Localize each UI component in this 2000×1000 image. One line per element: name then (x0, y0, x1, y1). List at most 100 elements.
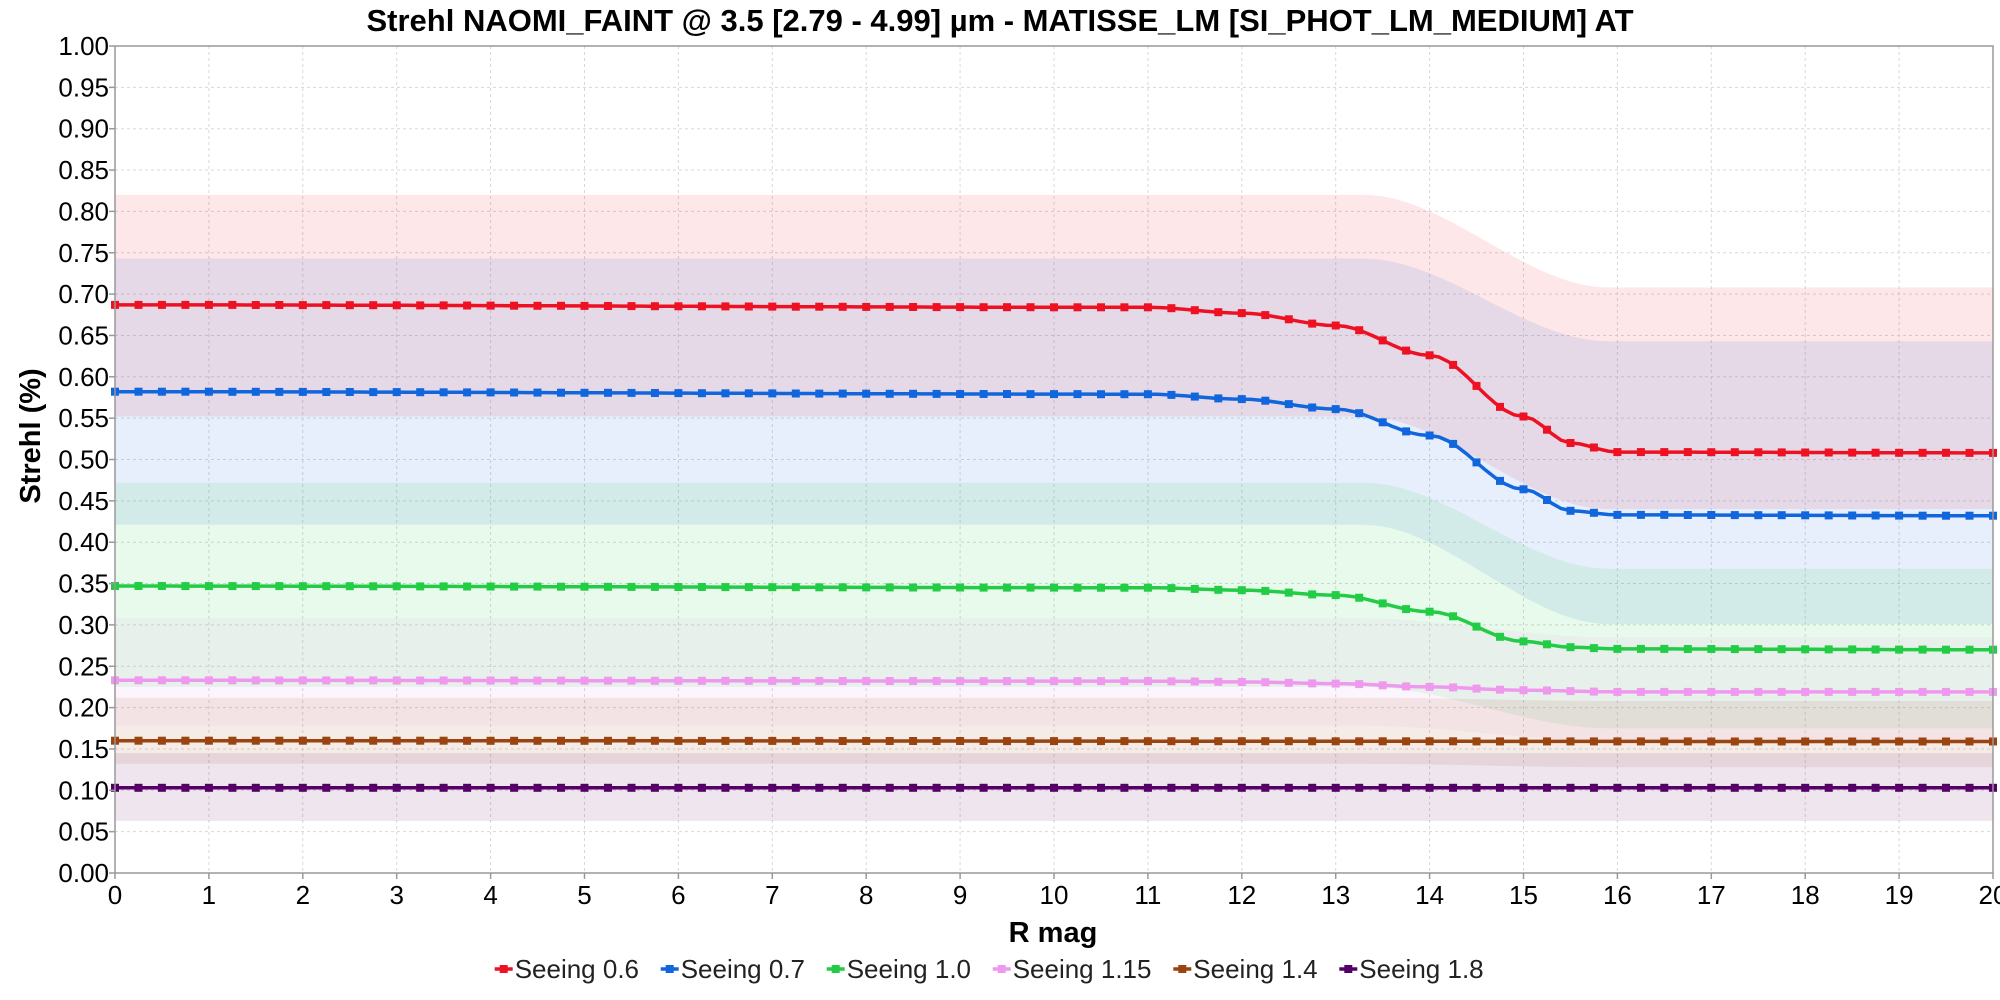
data-point (1496, 737, 1504, 746)
data-point (1871, 783, 1880, 792)
data-point (1636, 644, 1645, 653)
data-point (557, 388, 565, 397)
data-point (157, 676, 166, 685)
data-point (1050, 783, 1058, 792)
data-point (1801, 448, 1810, 457)
x-tick-label: 19 (1885, 880, 1914, 910)
data-point (1895, 511, 1904, 520)
data-point (1472, 622, 1481, 631)
data-point (1730, 511, 1739, 520)
data-point (1097, 303, 1105, 312)
data-point (1754, 645, 1763, 654)
data-point (1003, 583, 1011, 592)
data-point (1754, 448, 1763, 457)
data-point (157, 300, 166, 309)
data-point (1425, 431, 1434, 440)
data-point (510, 676, 519, 685)
x-tick-label: 6 (671, 880, 685, 910)
data-point (134, 783, 143, 792)
data-point (979, 303, 988, 312)
data-point (932, 583, 941, 592)
data-point (416, 388, 425, 397)
data-point (650, 389, 659, 397)
data-point (298, 582, 307, 591)
data-point (275, 736, 284, 745)
data-point (181, 736, 190, 745)
data-point (768, 783, 777, 792)
data-point (557, 582, 565, 591)
data-point (345, 783, 354, 792)
data-point (815, 389, 824, 398)
data-point (533, 676, 542, 685)
data-point (1050, 390, 1058, 399)
data-point (298, 301, 307, 310)
x-tick-label: 20 (1979, 880, 2000, 910)
data-point (439, 676, 448, 685)
legend-item-4: Seeing 1.4 (1173, 954, 1318, 984)
x-tick-label: 15 (1509, 880, 1538, 910)
data-point (838, 737, 847, 745)
data-point (134, 387, 143, 396)
data-point (416, 676, 425, 685)
data-point (1425, 351, 1434, 360)
data-point (1261, 737, 1270, 746)
data-point (1355, 409, 1364, 418)
data-point (1355, 737, 1364, 746)
data-point (1683, 687, 1692, 696)
data-point (298, 676, 307, 685)
data-point (580, 783, 589, 792)
y-tick-label: 0.30 (58, 610, 109, 640)
data-point (1895, 645, 1904, 654)
data-point (1167, 584, 1176, 593)
data-point (1308, 590, 1317, 599)
data-point (557, 736, 565, 745)
data-point (932, 783, 941, 792)
data-point (1472, 684, 1481, 693)
data-point (768, 736, 777, 745)
data-point (1073, 583, 1082, 592)
data-point (1237, 395, 1246, 404)
data-point (275, 676, 284, 685)
data-point (1449, 783, 1458, 792)
data-point (697, 583, 706, 591)
data-point (392, 582, 401, 591)
data-point (721, 676, 730, 685)
data-point (1190, 783, 1199, 792)
data-point (1613, 448, 1622, 457)
data-point (1214, 737, 1223, 746)
data-point (1425, 737, 1434, 746)
y-tick-label: 0.75 (58, 238, 109, 268)
y-tick-label: 0.60 (58, 362, 109, 392)
data-point (486, 676, 495, 685)
data-point (721, 389, 730, 398)
data-point (1918, 687, 1927, 696)
data-point (1331, 405, 1340, 414)
data-point (697, 676, 706, 685)
data-point (1660, 448, 1669, 457)
legend: Seeing 0.6 Seeing 0.7 Seeing 1.0 Seeing 1.1… (494, 954, 1484, 984)
data-point (275, 301, 284, 309)
x-tick-label: 14 (1415, 880, 1444, 910)
data-point (1566, 737, 1575, 746)
data-point (510, 783, 519, 792)
data-point (1120, 677, 1129, 686)
data-point (1707, 511, 1716, 519)
data-point (1519, 412, 1528, 421)
data-point (369, 736, 378, 745)
data-point (744, 583, 753, 592)
data-point (1190, 392, 1199, 401)
data-point (486, 736, 495, 745)
data-point (1777, 645, 1786, 654)
data-point (627, 676, 636, 685)
data-point (345, 582, 354, 591)
data-point (1519, 783, 1528, 792)
data-point (228, 582, 237, 591)
data-point (1449, 737, 1458, 746)
band-seeing-2 (115, 482, 1993, 729)
y-tick-label: 0.50 (58, 445, 109, 475)
data-point (1754, 687, 1763, 696)
data-point (1261, 586, 1270, 595)
data-point (956, 583, 965, 592)
data-point (204, 300, 213, 309)
data-point (885, 389, 894, 398)
